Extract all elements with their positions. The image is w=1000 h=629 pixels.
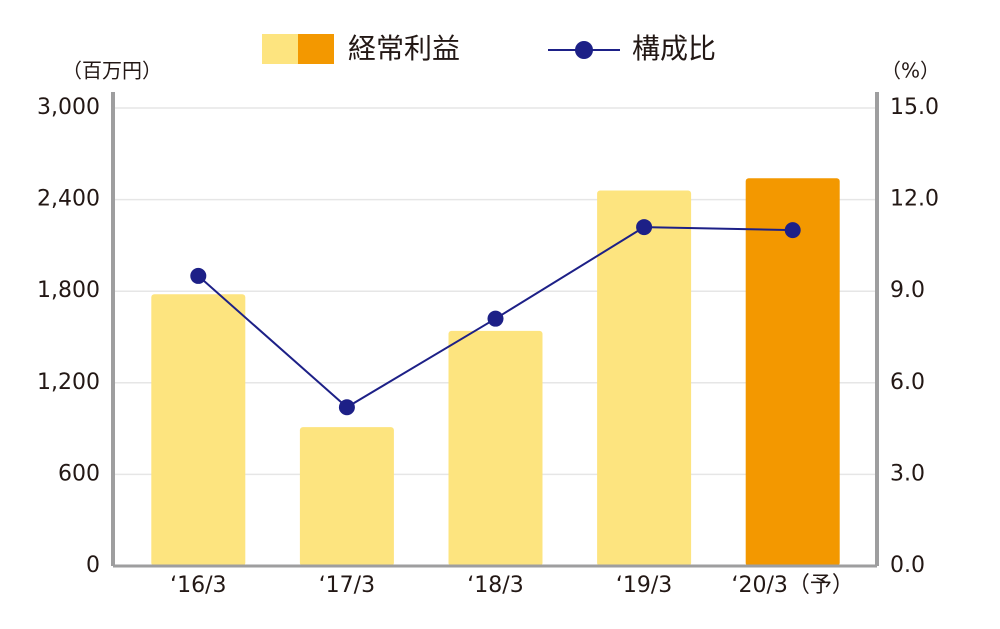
bar [299,427,394,566]
y2-tick-label: 9.0 [890,278,925,303]
bar [597,190,692,566]
line-point [487,310,504,327]
y2-tick-label: 12.0 [890,187,939,212]
legend-swatch [298,34,334,64]
x-tick-label: ‘16/3 [170,573,226,598]
y-tick-label: 1,800 [37,278,100,303]
line-point [636,219,653,236]
x-tick-label: ‘18/3 [467,573,523,598]
line-point [338,399,355,416]
y2-tick-label: 0.0 [890,553,925,578]
y-tick-label: 3,000 [37,95,100,120]
bar [448,330,543,566]
y-tick-label: 2,400 [37,187,100,212]
y-tick-label: 1,200 [37,370,100,395]
y-axis-label: （百万円） [62,59,162,83]
y-tick-label: 600 [58,461,100,486]
x-tick-label: ‘17/3 [319,573,375,598]
line-point [190,267,207,284]
legend-swatch [262,34,298,64]
x-tick-label: ‘19/3 [616,573,672,598]
legend-label: 経常利益 [348,32,460,65]
y-tick-label: 0 [86,553,100,578]
y2-tick-label: 15.0 [890,95,939,120]
bar [745,178,840,566]
legend-label: 構成比 [632,32,716,65]
y2-tick-label: 6.0 [890,370,925,395]
y2-tick-label: 3.0 [890,461,925,486]
y2-axis-label: （%） [881,59,940,83]
x-tick-label: ‘20/3（予） [731,573,853,598]
legend-marker [575,41,593,59]
line-point [784,222,801,239]
bar [151,294,246,566]
